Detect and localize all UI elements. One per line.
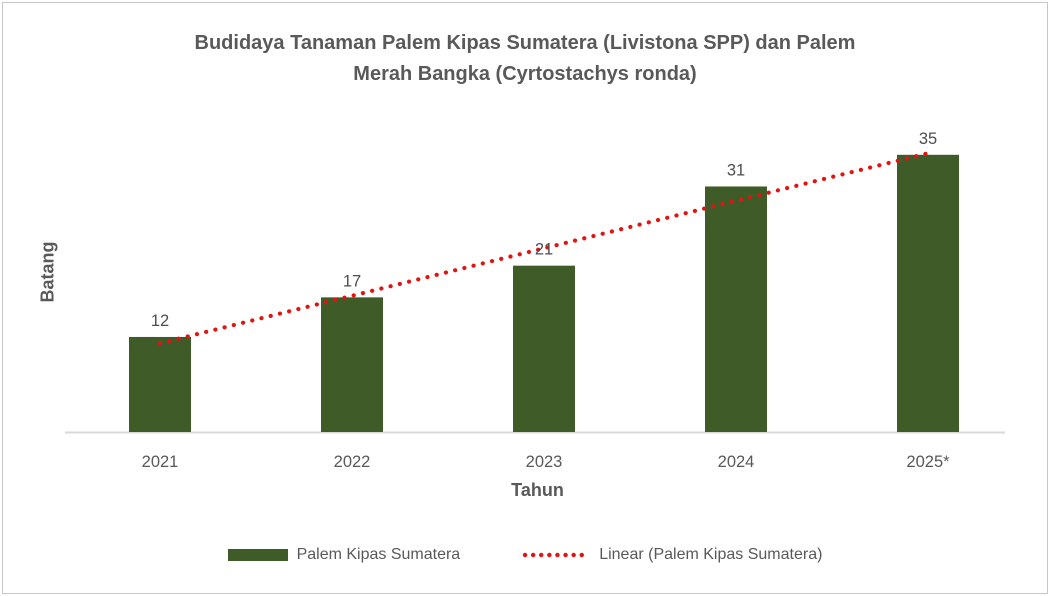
legend-item-series: Palem Kipas Sumatera — [227, 546, 461, 564]
x-tick-2025*: 2025* — [906, 453, 950, 471]
legend: Palem Kipas Sumatera Linear (Palem Kipas… — [0, 546, 1050, 564]
chart-title-line-2: Merah Bangka (Cyrtostachys ronda) — [353, 63, 697, 85]
legend-bar-swatch-icon — [227, 549, 288, 561]
data-label-2023: 21 — [535, 241, 553, 259]
bar-2022 — [321, 297, 383, 432]
x-tick-2024: 2024 — [718, 453, 755, 471]
data-label-2022: 17 — [343, 272, 361, 290]
x-tick-2022: 2022 — [334, 453, 371, 471]
x-axis-title: Tahun — [511, 480, 564, 500]
bar-2023 — [513, 265, 575, 432]
bar-2025* — [897, 154, 959, 433]
data-label-2025*: 35 — [919, 130, 937, 148]
bar-2024 — [705, 186, 767, 432]
trendline — [157, 151, 931, 346]
legend-trendline-label: Linear (Palem Kipas Sumatera) — [599, 546, 823, 563]
x-tick-2023: 2023 — [526, 453, 563, 471]
legend-series-label: Palem Kipas Sumatera — [296, 546, 461, 563]
bar-2021 — [129, 336, 191, 432]
data-label-2021: 12 — [151, 312, 169, 330]
legend-item-trendline: Linear (Palem Kipas Sumatera) — [522, 546, 822, 564]
x-tick-2021: 2021 — [142, 453, 179, 471]
chart-title-line-1: Budidaya Tanaman Palem Kipas Sumatera (L… — [194, 32, 856, 54]
chart-title: Budidaya Tanaman Palem Kipas Sumatera (L… — [0, 28, 1050, 90]
data-label-2024: 31 — [727, 161, 745, 179]
legend-dotted-line-icon — [523, 552, 591, 558]
